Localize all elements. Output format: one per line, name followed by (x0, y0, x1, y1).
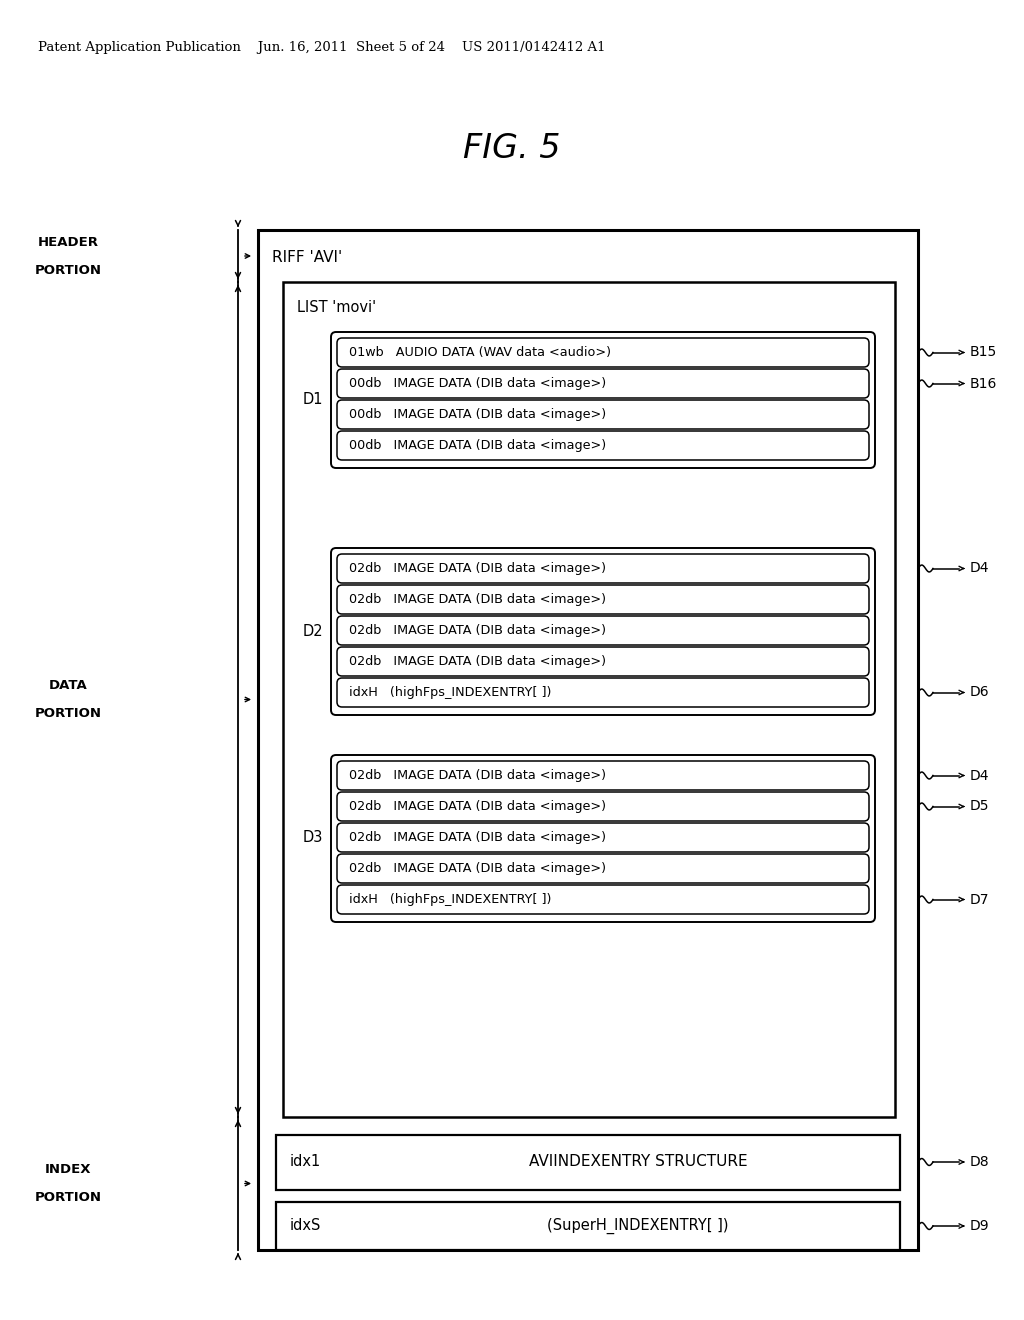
Text: idx1: idx1 (290, 1155, 322, 1170)
Text: D3: D3 (303, 830, 324, 846)
Text: PORTION: PORTION (35, 1191, 101, 1204)
Text: RIFF 'AVI': RIFF 'AVI' (272, 251, 342, 265)
Text: 02db   IMAGE DATA (DIB data <image>): 02db IMAGE DATA (DIB data <image>) (349, 832, 606, 843)
Text: D5: D5 (970, 800, 989, 813)
Text: (SuperH_INDEXENTRY[ ]): (SuperH_INDEXENTRY[ ]) (547, 1218, 729, 1234)
Text: D6: D6 (970, 685, 989, 700)
FancyBboxPatch shape (337, 822, 869, 851)
Text: INDEX: INDEX (45, 1163, 91, 1176)
Text: B15: B15 (970, 346, 997, 359)
FancyBboxPatch shape (337, 678, 869, 708)
Text: D2: D2 (303, 623, 324, 639)
Text: AVIINDEXENTRY STRUCTURE: AVIINDEXENTRY STRUCTURE (528, 1155, 748, 1170)
FancyBboxPatch shape (331, 755, 874, 921)
FancyBboxPatch shape (337, 585, 869, 614)
Text: D4: D4 (970, 768, 989, 783)
Text: idxH   (highFps_INDEXENTRY[ ]): idxH (highFps_INDEXENTRY[ ]) (349, 894, 551, 906)
Text: D1: D1 (303, 392, 324, 408)
Bar (283, 282, 895, 1117)
FancyBboxPatch shape (337, 554, 869, 583)
Text: HEADER: HEADER (38, 235, 98, 248)
Text: 02db   IMAGE DATA (DIB data <image>): 02db IMAGE DATA (DIB data <image>) (349, 624, 606, 638)
Text: LIST 'movi': LIST 'movi' (297, 300, 376, 314)
FancyBboxPatch shape (337, 647, 869, 676)
Text: idxH   (highFps_INDEXENTRY[ ]): idxH (highFps_INDEXENTRY[ ]) (349, 686, 551, 700)
Bar (276, 1135, 900, 1191)
Text: DATA: DATA (48, 678, 87, 692)
FancyBboxPatch shape (337, 854, 869, 883)
Text: 02db   IMAGE DATA (DIB data <image>): 02db IMAGE DATA (DIB data <image>) (349, 770, 606, 781)
FancyBboxPatch shape (337, 370, 869, 399)
Text: 02db   IMAGE DATA (DIB data <image>): 02db IMAGE DATA (DIB data <image>) (349, 655, 606, 668)
Text: 01wb   AUDIO DATA (WAV data <audio>): 01wb AUDIO DATA (WAV data <audio>) (349, 346, 611, 359)
Text: 00db   IMAGE DATA (DIB data <image>): 00db IMAGE DATA (DIB data <image>) (349, 378, 606, 389)
Text: 02db   IMAGE DATA (DIB data <image>): 02db IMAGE DATA (DIB data <image>) (349, 562, 606, 576)
Text: 02db   IMAGE DATA (DIB data <image>): 02db IMAGE DATA (DIB data <image>) (349, 593, 606, 606)
FancyBboxPatch shape (331, 333, 874, 469)
Text: Patent Application Publication    Jun. 16, 2011  Sheet 5 of 24    US 2011/014241: Patent Application Publication Jun. 16, … (38, 41, 605, 54)
Text: D4: D4 (970, 561, 989, 576)
Bar (258, 230, 918, 1250)
Bar (276, 1203, 900, 1250)
Text: D7: D7 (970, 892, 989, 907)
Text: PORTION: PORTION (35, 264, 101, 276)
Text: FIG. 5: FIG. 5 (463, 132, 561, 165)
Text: 02db   IMAGE DATA (DIB data <image>): 02db IMAGE DATA (DIB data <image>) (349, 800, 606, 813)
Text: 00db   IMAGE DATA (DIB data <image>): 00db IMAGE DATA (DIB data <image>) (349, 440, 606, 451)
FancyBboxPatch shape (337, 338, 869, 367)
Text: PORTION: PORTION (35, 708, 101, 719)
FancyBboxPatch shape (337, 432, 869, 459)
Text: 02db   IMAGE DATA (DIB data <image>): 02db IMAGE DATA (DIB data <image>) (349, 862, 606, 875)
FancyBboxPatch shape (337, 762, 869, 789)
FancyBboxPatch shape (337, 884, 869, 913)
FancyBboxPatch shape (337, 792, 869, 821)
Text: D8: D8 (970, 1155, 989, 1170)
Text: idxS: idxS (290, 1218, 322, 1233)
FancyBboxPatch shape (337, 400, 869, 429)
Text: 00db   IMAGE DATA (DIB data <image>): 00db IMAGE DATA (DIB data <image>) (349, 408, 606, 421)
Text: B16: B16 (970, 376, 997, 391)
Text: D9: D9 (970, 1218, 989, 1233)
FancyBboxPatch shape (337, 616, 869, 645)
FancyBboxPatch shape (331, 548, 874, 715)
